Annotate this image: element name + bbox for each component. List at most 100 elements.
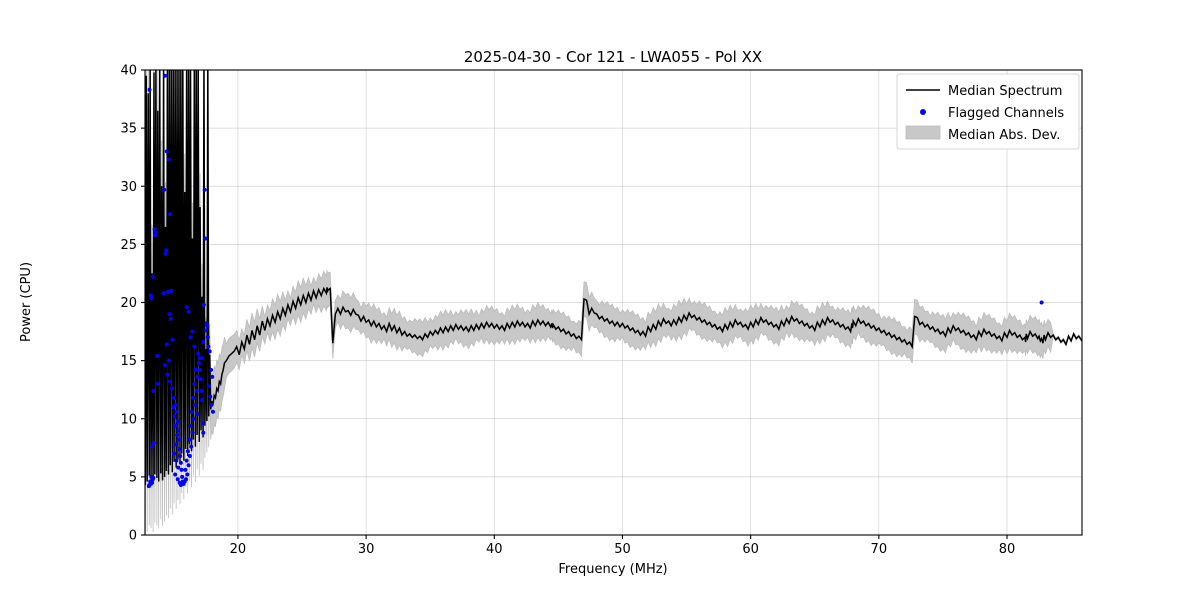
flagged-channel-point bbox=[184, 458, 189, 463]
flagged-channel-point bbox=[164, 149, 169, 154]
flagged-channel-point bbox=[176, 437, 181, 442]
flagged-channel-point bbox=[183, 467, 188, 472]
flagged-channel-point bbox=[149, 295, 154, 300]
y-tick-label: 0 bbox=[129, 529, 137, 544]
legend[interactable]: Median Spectrum Flagged Channels Median … bbox=[896, 73, 1080, 150]
flagged-channel-point bbox=[168, 316, 173, 321]
flagged-channel-point bbox=[192, 402, 197, 407]
flagged-channel-point bbox=[209, 367, 214, 372]
x-tick-label: 70 bbox=[871, 542, 888, 557]
flagged-channel-point bbox=[147, 483, 152, 488]
flagged-channel-point bbox=[174, 409, 179, 414]
median-spectrum-line bbox=[145, 70, 1082, 486]
flagged-channel-point bbox=[163, 251, 168, 256]
flagged-channel-point bbox=[194, 388, 199, 393]
flagged-channel-point bbox=[166, 290, 171, 295]
flagged-channel-point bbox=[167, 312, 172, 317]
flagged-channel-point bbox=[187, 453, 192, 458]
flagged-channel-point bbox=[164, 248, 169, 253]
legend-box bbox=[896, 73, 1080, 150]
flagged-channel-point bbox=[203, 236, 208, 241]
flagged-channel-point bbox=[193, 367, 198, 372]
flagged-channel-point bbox=[171, 405, 176, 410]
flagged-channel-point bbox=[155, 353, 160, 358]
flagged-channel-point bbox=[155, 381, 160, 386]
flagged-channel-point bbox=[185, 472, 190, 477]
legend-label-median: Median Spectrum bbox=[948, 84, 1062, 99]
flagged-channel-point bbox=[192, 381, 197, 386]
flagged-channel-point bbox=[178, 460, 183, 465]
flagged-channel-point bbox=[175, 433, 180, 438]
legend-dot-icon bbox=[920, 109, 926, 115]
x-tick-label: 40 bbox=[486, 542, 503, 557]
flagged-channel-point bbox=[166, 157, 171, 162]
flagged-channel-point bbox=[189, 444, 194, 449]
flagged-channel-point bbox=[208, 394, 213, 399]
flagged-channel-point bbox=[200, 356, 205, 361]
x-axis-label: Frequency (MHz) bbox=[558, 562, 667, 577]
y-tick-label: 5 bbox=[129, 470, 137, 485]
y-tick-label: 40 bbox=[120, 64, 137, 79]
x-tick-label: 60 bbox=[742, 542, 759, 557]
flagged-channel-point bbox=[201, 340, 206, 345]
page-title: 2025-04-30 - Cor 121 - LWA055 - Pol XX bbox=[464, 48, 762, 66]
flagged-channel-point bbox=[203, 328, 208, 333]
y-tick-label: 15 bbox=[120, 354, 137, 369]
x-tick-label: 30 bbox=[358, 542, 375, 557]
x-tick-label: 50 bbox=[614, 542, 631, 557]
flagged-channel-point bbox=[192, 344, 197, 349]
flagged-channel-point bbox=[194, 412, 199, 417]
flagged-channel-point bbox=[169, 288, 174, 293]
flagged-channel-point bbox=[168, 379, 172, 384]
y-tick-label: 25 bbox=[120, 238, 137, 253]
flagged-channel-point bbox=[184, 477, 189, 482]
flagged-channel-point bbox=[150, 480, 155, 485]
flagged-channel-point bbox=[150, 274, 155, 279]
flagged-channel-point bbox=[201, 302, 206, 307]
flagged-channel-point bbox=[190, 329, 195, 334]
flagged-channel-point bbox=[171, 395, 176, 400]
y-axis-label: Power (CPU) bbox=[19, 262, 34, 342]
flagged-channel-point bbox=[198, 367, 203, 372]
flagged-channel-point bbox=[206, 344, 211, 349]
flagged-channel-point bbox=[1039, 300, 1044, 305]
flagged-channel-point bbox=[153, 233, 158, 238]
flagged-channel-point bbox=[173, 442, 178, 447]
flagged-channel-point bbox=[207, 349, 212, 354]
flagged-channel-point bbox=[180, 474, 185, 479]
flagged-channel-point bbox=[188, 423, 193, 428]
flagged-channel-points bbox=[146, 73, 1044, 489]
flagged-channel-point bbox=[151, 388, 156, 393]
flagged-channel-point bbox=[178, 453, 183, 458]
flagged-channel-point bbox=[179, 467, 184, 472]
flagged-channel-point bbox=[199, 388, 204, 393]
legend-patch-icon bbox=[905, 125, 941, 140]
flagged-channel-point bbox=[177, 446, 182, 451]
flagged-channel-point bbox=[205, 335, 210, 340]
axis-tick-labels: 20 30 40 50 60 70 80 0 5 10 15 20 25 30 35 40 bbox=[120, 64, 1015, 558]
flagged-channel-point bbox=[209, 402, 214, 407]
legend-label-mad: Median Abs. Dev. bbox=[948, 128, 1060, 143]
flagged-channel-point bbox=[210, 409, 215, 414]
y-tick-label: 20 bbox=[120, 296, 137, 311]
flagged-channel-point bbox=[200, 398, 205, 403]
flagged-channel-point bbox=[162, 363, 167, 368]
flagged-channel-point bbox=[174, 458, 179, 463]
flagged-channel-point bbox=[173, 423, 178, 428]
axis-ticks bbox=[141, 69, 1008, 539]
flagged-channel-point bbox=[161, 291, 166, 296]
flagged-channel-point bbox=[147, 87, 152, 92]
flagged-channel-point bbox=[186, 309, 191, 314]
flagged-channel-point bbox=[195, 374, 200, 379]
flagged-channel-point bbox=[186, 463, 191, 468]
flagged-channel-point bbox=[188, 335, 193, 340]
flagged-channel-point bbox=[202, 187, 207, 192]
flagged-channel-point bbox=[176, 465, 181, 470]
flagged-channel-point bbox=[201, 430, 206, 435]
y-tick-label: 10 bbox=[120, 412, 137, 427]
axes-spines bbox=[144, 69, 1083, 536]
flagged-channel-point bbox=[184, 305, 189, 310]
y-tick-label: 30 bbox=[120, 180, 137, 195]
flagged-channel-point bbox=[162, 73, 167, 78]
